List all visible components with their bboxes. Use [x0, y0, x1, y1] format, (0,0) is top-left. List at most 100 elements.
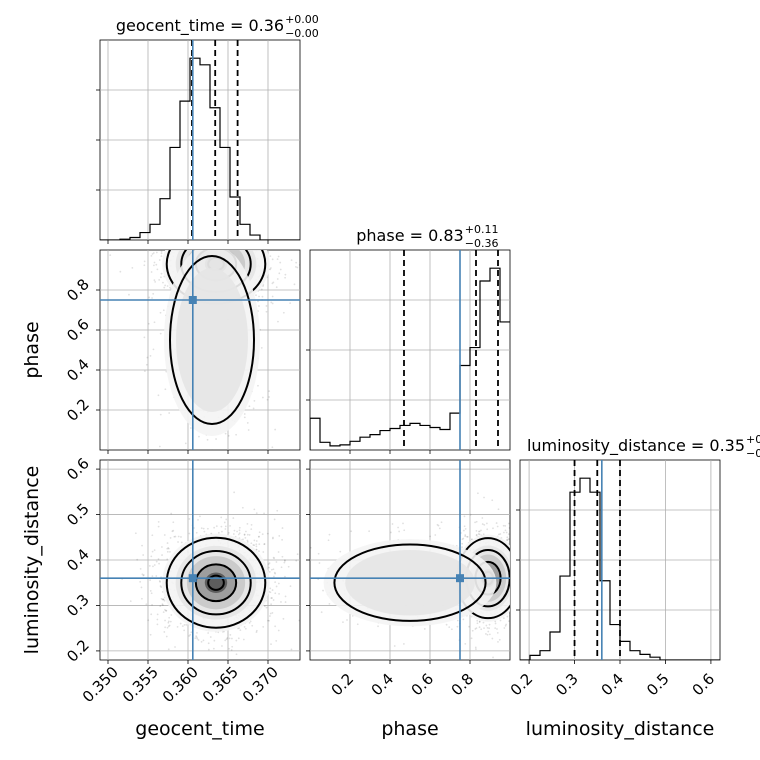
sample-point	[206, 527, 209, 530]
sample-point	[255, 512, 258, 515]
sample-point	[485, 624, 488, 627]
sample-point	[302, 532, 304, 534]
sample-point	[226, 242, 228, 244]
sample-point	[272, 536, 274, 539]
sample-point	[488, 623, 491, 626]
sample-point	[237, 248, 239, 250]
sample-point	[251, 624, 254, 627]
sample-point	[517, 552, 519, 554]
sample-point	[516, 557, 518, 559]
sample-point	[513, 528, 515, 530]
sample-point	[167, 620, 170, 623]
sample-point	[156, 618, 159, 621]
sample-point	[219, 244, 221, 246]
sample-point	[248, 534, 251, 536]
sample-point	[513, 606, 515, 608]
sample-point	[271, 589, 274, 591]
sample-point	[511, 615, 513, 617]
y-axis-label-luminosity_distance: luminosity_distance	[21, 466, 43, 655]
sample-point	[150, 254, 153, 257]
sample-point	[282, 617, 285, 620]
sample-point	[158, 445, 161, 448]
sample-point	[267, 619, 269, 622]
sample-point	[318, 562, 321, 564]
sample-point	[215, 247, 217, 249]
sample-point	[251, 243, 253, 245]
sample-point	[246, 539, 249, 542]
contour-level-1	[180, 550, 252, 616]
sample-point	[226, 637, 229, 639]
sample-point	[273, 557, 276, 560]
sample-point	[154, 280, 157, 283]
sample-point	[476, 622, 479, 625]
sample-point	[310, 546, 312, 549]
sample-point	[244, 530, 247, 533]
x-tick-label: 0.2	[507, 670, 537, 700]
sample-point	[164, 284, 167, 287]
sample-point	[180, 541, 183, 544]
sample-point	[236, 530, 238, 533]
sample-point	[160, 252, 163, 255]
sample-point	[152, 292, 155, 295]
sample-point	[268, 396, 270, 398]
sample-point	[271, 302, 274, 305]
sample-point	[161, 603, 164, 605]
panel-clip-group	[100, 460, 308, 660]
sample-point	[165, 635, 168, 638]
sample-point	[434, 534, 437, 536]
sample-point	[261, 396, 264, 399]
sample-point	[228, 647, 231, 650]
sample-point	[317, 552, 320, 555]
sample-point	[391, 523, 394, 525]
sample-point	[246, 522, 249, 525]
sample-point	[510, 577, 512, 579]
sample-point	[258, 305, 260, 307]
sample-point	[159, 585, 162, 587]
sample-point	[474, 646, 477, 649]
sample-point	[248, 246, 250, 248]
title-upper-error: +0.05	[746, 433, 760, 446]
sample-point	[183, 623, 186, 626]
sample-point	[197, 246, 199, 248]
sample-point	[403, 529, 406, 532]
sample-point	[257, 536, 260, 538]
sample-point	[356, 623, 359, 626]
sample-point	[506, 539, 509, 542]
panel-title-geocent_time: geocent_time = 0.36	[116, 16, 284, 36]
sample-point	[289, 302, 292, 305]
sample-point	[168, 412, 171, 414]
sample-point	[232, 243, 234, 245]
sample-point	[511, 595, 513, 597]
sample-point	[270, 603, 272, 606]
sample-point	[486, 528, 489, 531]
sample-point	[149, 633, 152, 636]
sample-point	[142, 574, 145, 576]
sample-point	[223, 244, 225, 246]
contour-level-0	[169, 255, 255, 425]
sample-point	[306, 592, 308, 594]
sample-point	[290, 648, 293, 651]
sample-point	[207, 632, 210, 634]
sample-point	[236, 241, 238, 243]
sample-point	[282, 311, 285, 314]
sample-point	[166, 550, 169, 553]
sample-point	[189, 245, 191, 247]
sample-point	[150, 555, 153, 558]
sample-point	[497, 508, 500, 511]
sample-point	[505, 531, 508, 534]
sample-point	[194, 241, 196, 243]
sample-point	[476, 492, 479, 495]
sample-point	[271, 282, 274, 285]
sample-point	[495, 522, 498, 524]
sample-point	[510, 601, 512, 603]
sample-point	[274, 428, 277, 431]
sample-point	[209, 247, 211, 249]
sample-point	[243, 626, 246, 628]
sample-point	[265, 606, 268, 609]
truth-marker	[188, 296, 197, 304]
sample-point	[188, 635, 191, 637]
sample-point	[481, 523, 484, 525]
sample-point	[149, 590, 152, 592]
sample-point	[511, 651, 513, 653]
